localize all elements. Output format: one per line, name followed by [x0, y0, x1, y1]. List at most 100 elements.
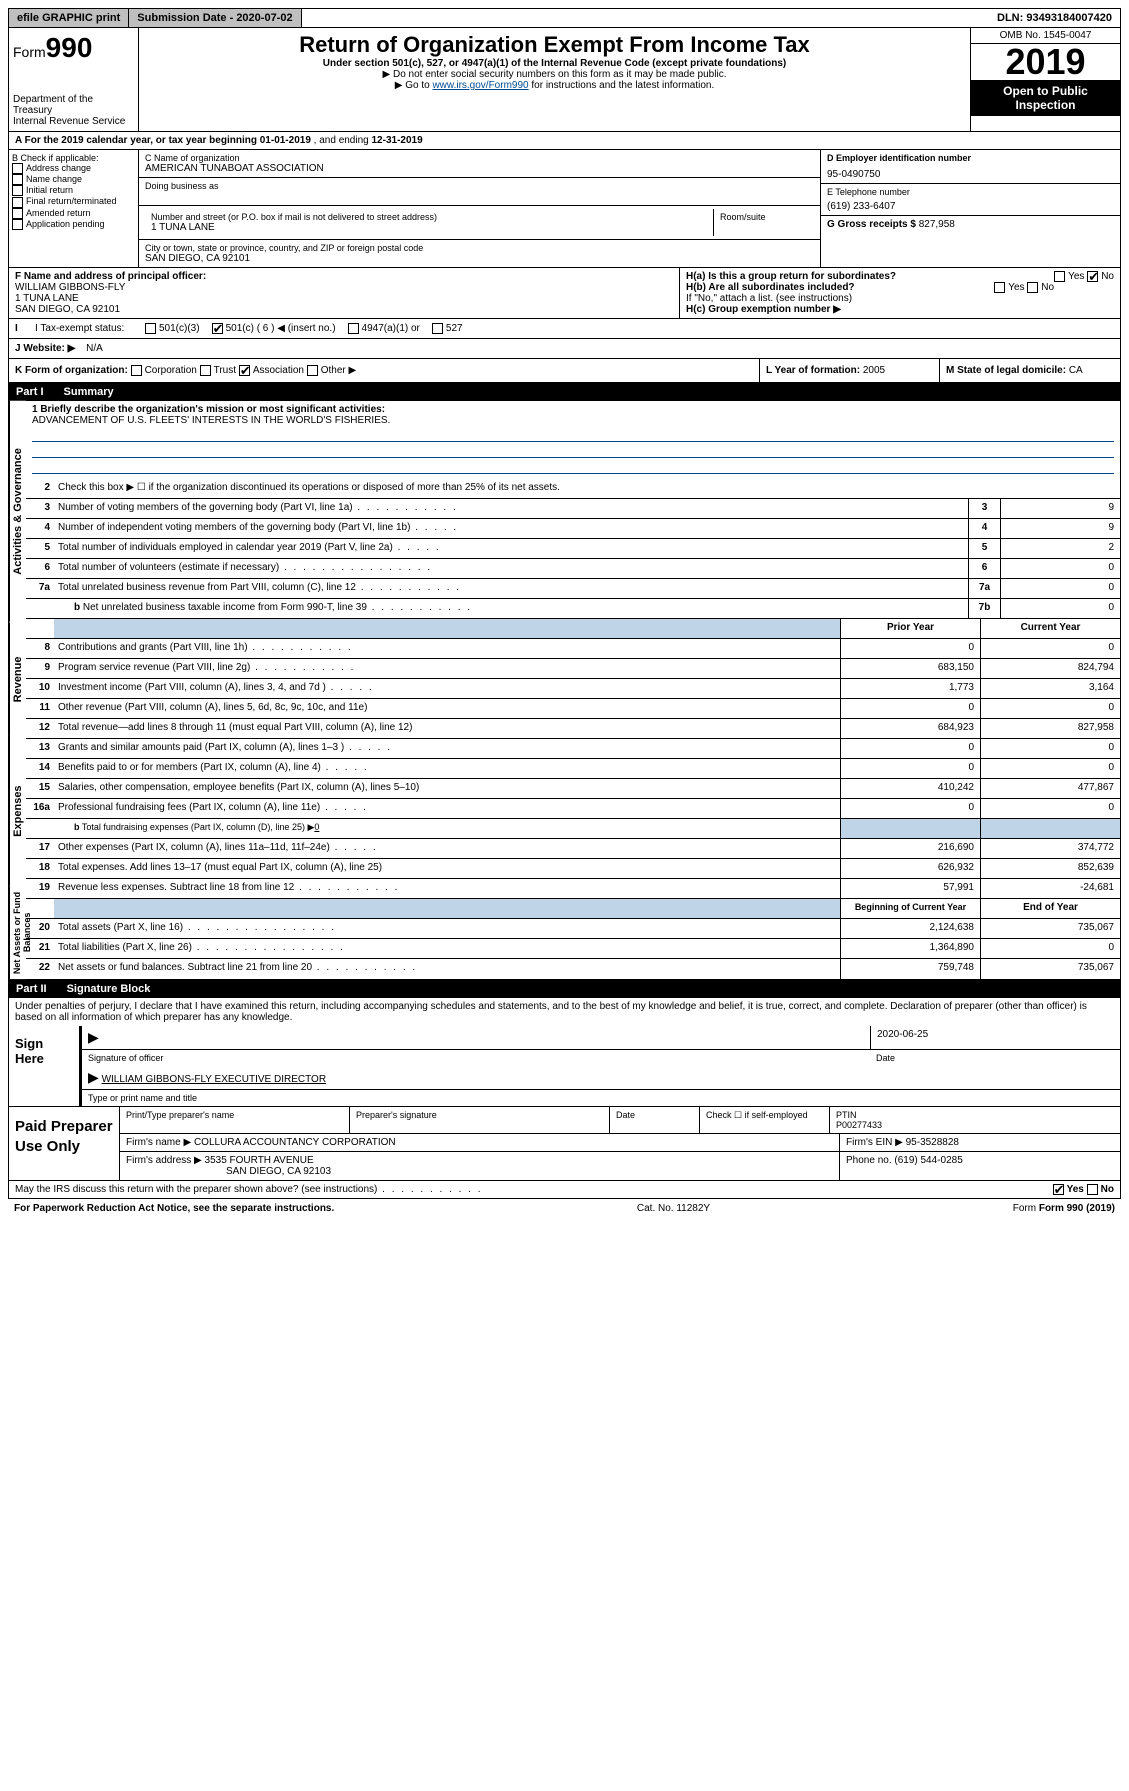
- org-name-label: C Name of organization: [145, 153, 814, 163]
- cb-4947[interactable]: [348, 323, 359, 334]
- val7a: 0: [1000, 579, 1120, 598]
- line3: Number of voting members of the governin…: [54, 499, 968, 518]
- line10: Investment income (Part VIII, column (A)…: [54, 679, 840, 698]
- cb-ha-yes[interactable]: [1054, 271, 1065, 282]
- cb-527[interactable]: [432, 323, 443, 334]
- ein-label: D Employer identification number: [827, 153, 1114, 163]
- firm-ein-label: Firm's EIN ▶: [846, 1137, 906, 1148]
- cb-hb-yes[interactable]: [994, 282, 1005, 293]
- section-bcd: B Check if applicable: Address change Na…: [8, 150, 1121, 268]
- cb-address-change[interactable]: [12, 163, 23, 174]
- line5: Total number of individuals employed in …: [54, 539, 968, 558]
- officer-name-title: WILLIAM GIBBONS-FLY EXECUTIVE DIRECTOR: [102, 1074, 327, 1085]
- lbl-discuss-yes: Yes: [1067, 1184, 1084, 1195]
- firm-phone: (619) 544-0285: [894, 1155, 962, 1166]
- firm-name-label: Firm's name ▶: [126, 1137, 191, 1148]
- lbl-name-change: Name change: [26, 174, 82, 184]
- line18: Total expenses. Add lines 13–17 (must eq…: [54, 859, 840, 878]
- period-pre: A For the 2019 calendar year, or tax yea…: [15, 135, 260, 146]
- officer-addr1: 1 TUNA LANE: [15, 293, 79, 304]
- line12: Total revenue—add lines 8 through 11 (mu…: [54, 719, 840, 738]
- cb-discuss-no[interactable]: [1087, 1184, 1098, 1195]
- efile-link[interactable]: efile GRAPHIC print: [9, 9, 129, 27]
- paperwork-notice: For Paperwork Reduction Act Notice, see …: [14, 1203, 334, 1214]
- cb-501c3[interactable]: [145, 323, 156, 334]
- cb-discuss-yes[interactable]: [1053, 1184, 1064, 1195]
- c14: 0: [980, 759, 1120, 778]
- addr-label: Number and street (or P.O. box if mail i…: [151, 212, 707, 222]
- p11: 0: [840, 699, 980, 718]
- box-j-label: J Website: ▶: [15, 343, 75, 354]
- cb-amended[interactable]: [12, 208, 23, 219]
- cb-trust[interactable]: [200, 365, 211, 376]
- box-f-label: F Name and address of principal officer:: [15, 271, 206, 282]
- firm-addr-label: Firm's address ▶: [126, 1155, 202, 1166]
- cb-assoc[interactable]: [239, 365, 250, 376]
- line20: Total assets (Part X, line 16): [54, 919, 840, 938]
- gross-value: 827,958: [919, 219, 955, 230]
- sig-officer-label: Signature of officer: [82, 1050, 870, 1066]
- dln: DLN: 93493184007420: [989, 9, 1120, 27]
- prep-date-label: Date: [610, 1107, 700, 1133]
- lbl-527: 527: [446, 323, 463, 334]
- cb-corp[interactable]: [131, 365, 142, 376]
- cb-final[interactable]: [12, 197, 23, 208]
- page-footer: For Paperwork Reduction Act Notice, see …: [8, 1199, 1121, 1218]
- check-self: Check ☐ if self-employed: [700, 1107, 830, 1133]
- p22: 759,748: [840, 959, 980, 979]
- p19: 57,991: [840, 879, 980, 898]
- line8: Contributions and grants (Part VIII, lin…: [54, 639, 840, 658]
- p9: 683,150: [840, 659, 980, 678]
- lbl-no-hb: No: [1041, 282, 1054, 293]
- firm-name: COLLURA ACCOUNTANCY CORPORATION: [194, 1137, 396, 1148]
- hc-label: H(c) Group exemption number ▶: [686, 304, 841, 315]
- part2-header: Part II Signature Block: [8, 980, 1121, 998]
- lbl-no-ha: No: [1101, 271, 1114, 282]
- line16b-val: 0: [314, 822, 319, 832]
- side-netassets: Net Assets or Fund Balances: [9, 886, 26, 979]
- line13: Grants and similar amounts paid (Part IX…: [54, 739, 840, 758]
- period-begin: 01-01-2019: [260, 135, 311, 146]
- part2-num: Part II: [16, 983, 47, 995]
- gross-label: G Gross receipts $: [827, 219, 919, 230]
- submission-date: Submission Date - 2020-07-02: [129, 9, 301, 27]
- side-governance: Activities & Governance: [9, 401, 26, 622]
- line21: Total liabilities (Part X, line 26): [54, 939, 840, 958]
- cb-name-change[interactable]: [12, 174, 23, 185]
- part2-title: Signature Block: [67, 983, 151, 995]
- irs-link[interactable]: www.irs.gov/Form990: [432, 80, 528, 91]
- room-label: Room/suite: [714, 209, 814, 236]
- box-b-label: B Check if applicable:: [12, 153, 135, 163]
- form-header: Form990 Department of the Treasury Inter…: [8, 28, 1121, 132]
- cb-ha-no[interactable]: [1087, 271, 1098, 282]
- line7b: Net unrelated business taxable income fr…: [83, 602, 367, 613]
- part1-header: Part I Summary: [8, 383, 1121, 401]
- c22: 735,067: [980, 959, 1120, 979]
- line6: Total number of volunteers (estimate if …: [54, 559, 968, 578]
- ptin-label: PTIN: [836, 1110, 857, 1120]
- cb-initial[interactable]: [12, 185, 23, 196]
- cb-hb-no[interactable]: [1027, 282, 1038, 293]
- cb-other[interactable]: [307, 365, 318, 376]
- hb-note: If "No," attach a list. (see instruction…: [686, 293, 1114, 304]
- part1-num: Part I: [16, 386, 44, 398]
- line7a: Total unrelated business revenue from Pa…: [54, 579, 968, 598]
- col-end: End of Year: [980, 899, 1120, 918]
- line22: Net assets or fund balances. Subtract li…: [54, 959, 840, 979]
- side-expenses: Expenses: [9, 736, 26, 886]
- lbl-501c: 501(c) ( 6 ) ◀ (insert no.): [226, 323, 336, 334]
- lbl-trust: Trust: [214, 365, 236, 376]
- c9: 824,794: [980, 659, 1120, 678]
- cb-pending[interactable]: [12, 219, 23, 230]
- line1-value: ADVANCEMENT OF U.S. FLEETS' INTERESTS IN…: [32, 415, 390, 426]
- p20: 2,124,638: [840, 919, 980, 938]
- period-row: A For the 2019 calendar year, or tax yea…: [8, 132, 1121, 150]
- lbl-amended: Amended return: [26, 208, 91, 218]
- box-k-label: K Form of organization:: [15, 365, 128, 376]
- val7b: 0: [1000, 599, 1120, 618]
- website-value: N/A: [86, 343, 103, 354]
- lbl-address-change: Address change: [26, 163, 91, 173]
- cb-501c[interactable]: [212, 323, 223, 334]
- val3: 9: [1000, 499, 1120, 518]
- lbl-4947: 4947(a)(1) or: [362, 323, 420, 334]
